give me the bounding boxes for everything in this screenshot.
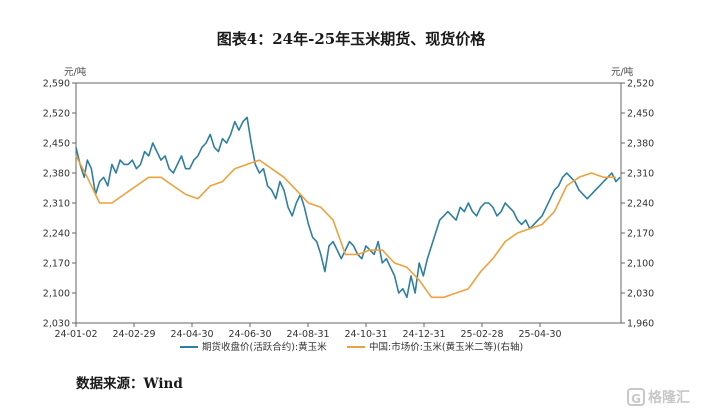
left-tick-label: 2,520 bbox=[43, 109, 70, 120]
chart-title: 图表4：24年-25年玉米期货、现货价格 bbox=[216, 30, 486, 48]
right-tick-label: 2,520 bbox=[627, 79, 654, 90]
left-tick-label: 2,590 bbox=[43, 79, 70, 90]
x-tick-label: 24-06-30 bbox=[228, 329, 271, 340]
right-tick-label: 2,380 bbox=[627, 139, 654, 150]
right-axis-unit: 元/吨 bbox=[611, 66, 634, 78]
series-line-2 bbox=[75, 155, 616, 299]
right-tick-label: 2,450 bbox=[627, 109, 654, 120]
left-tick-label: 2,100 bbox=[43, 289, 70, 300]
left-tick-label: 2,450 bbox=[43, 139, 70, 150]
watermark-logo-icon: G bbox=[627, 388, 645, 406]
x-tick-label: 24-12-31 bbox=[402, 329, 445, 340]
left-tick-label: 2,240 bbox=[43, 229, 70, 240]
left-tick-label: 2,170 bbox=[43, 259, 70, 270]
x-tick-label: 25-04-30 bbox=[518, 329, 561, 340]
plot-frame bbox=[75, 82, 622, 324]
left-tick-label: 2,310 bbox=[43, 199, 70, 210]
legend-label-2: 中国:市场价:玉米(黄玉米二等)(右轴) bbox=[369, 341, 523, 353]
data-source: 数据来源：Wind bbox=[76, 376, 183, 392]
left-tick-label: 2,030 bbox=[43, 319, 70, 330]
x-tick-label: 25-02-28 bbox=[460, 329, 503, 340]
x-tick-label: 24-04-30 bbox=[170, 329, 213, 340]
right-tick-label: 1,960 bbox=[627, 319, 654, 330]
left-tick-label: 2,380 bbox=[43, 169, 70, 180]
right-tick-label: 2,310 bbox=[627, 169, 654, 180]
watermark: G 格隆汇 bbox=[627, 387, 690, 407]
series-line-1 bbox=[75, 116, 621, 299]
x-tick-label: 24-08-31 bbox=[286, 329, 329, 340]
right-tick-label: 2,030 bbox=[627, 289, 654, 300]
right-tick-label: 2,240 bbox=[627, 199, 654, 210]
right-tick-label: 2,100 bbox=[627, 259, 654, 270]
legend-label-1: 期货收盘价(活跃合约):黄玉米 bbox=[202, 341, 327, 353]
x-tick-label: 24-02-29 bbox=[112, 329, 155, 340]
watermark-text: 格隆汇 bbox=[648, 390, 690, 406]
left-axis-unit: 元/吨 bbox=[64, 66, 87, 78]
x-tick-label: 24-01-02 bbox=[54, 329, 97, 340]
x-tick-label: 24-10-31 bbox=[344, 329, 387, 340]
right-tick-label: 2,170 bbox=[627, 229, 654, 240]
